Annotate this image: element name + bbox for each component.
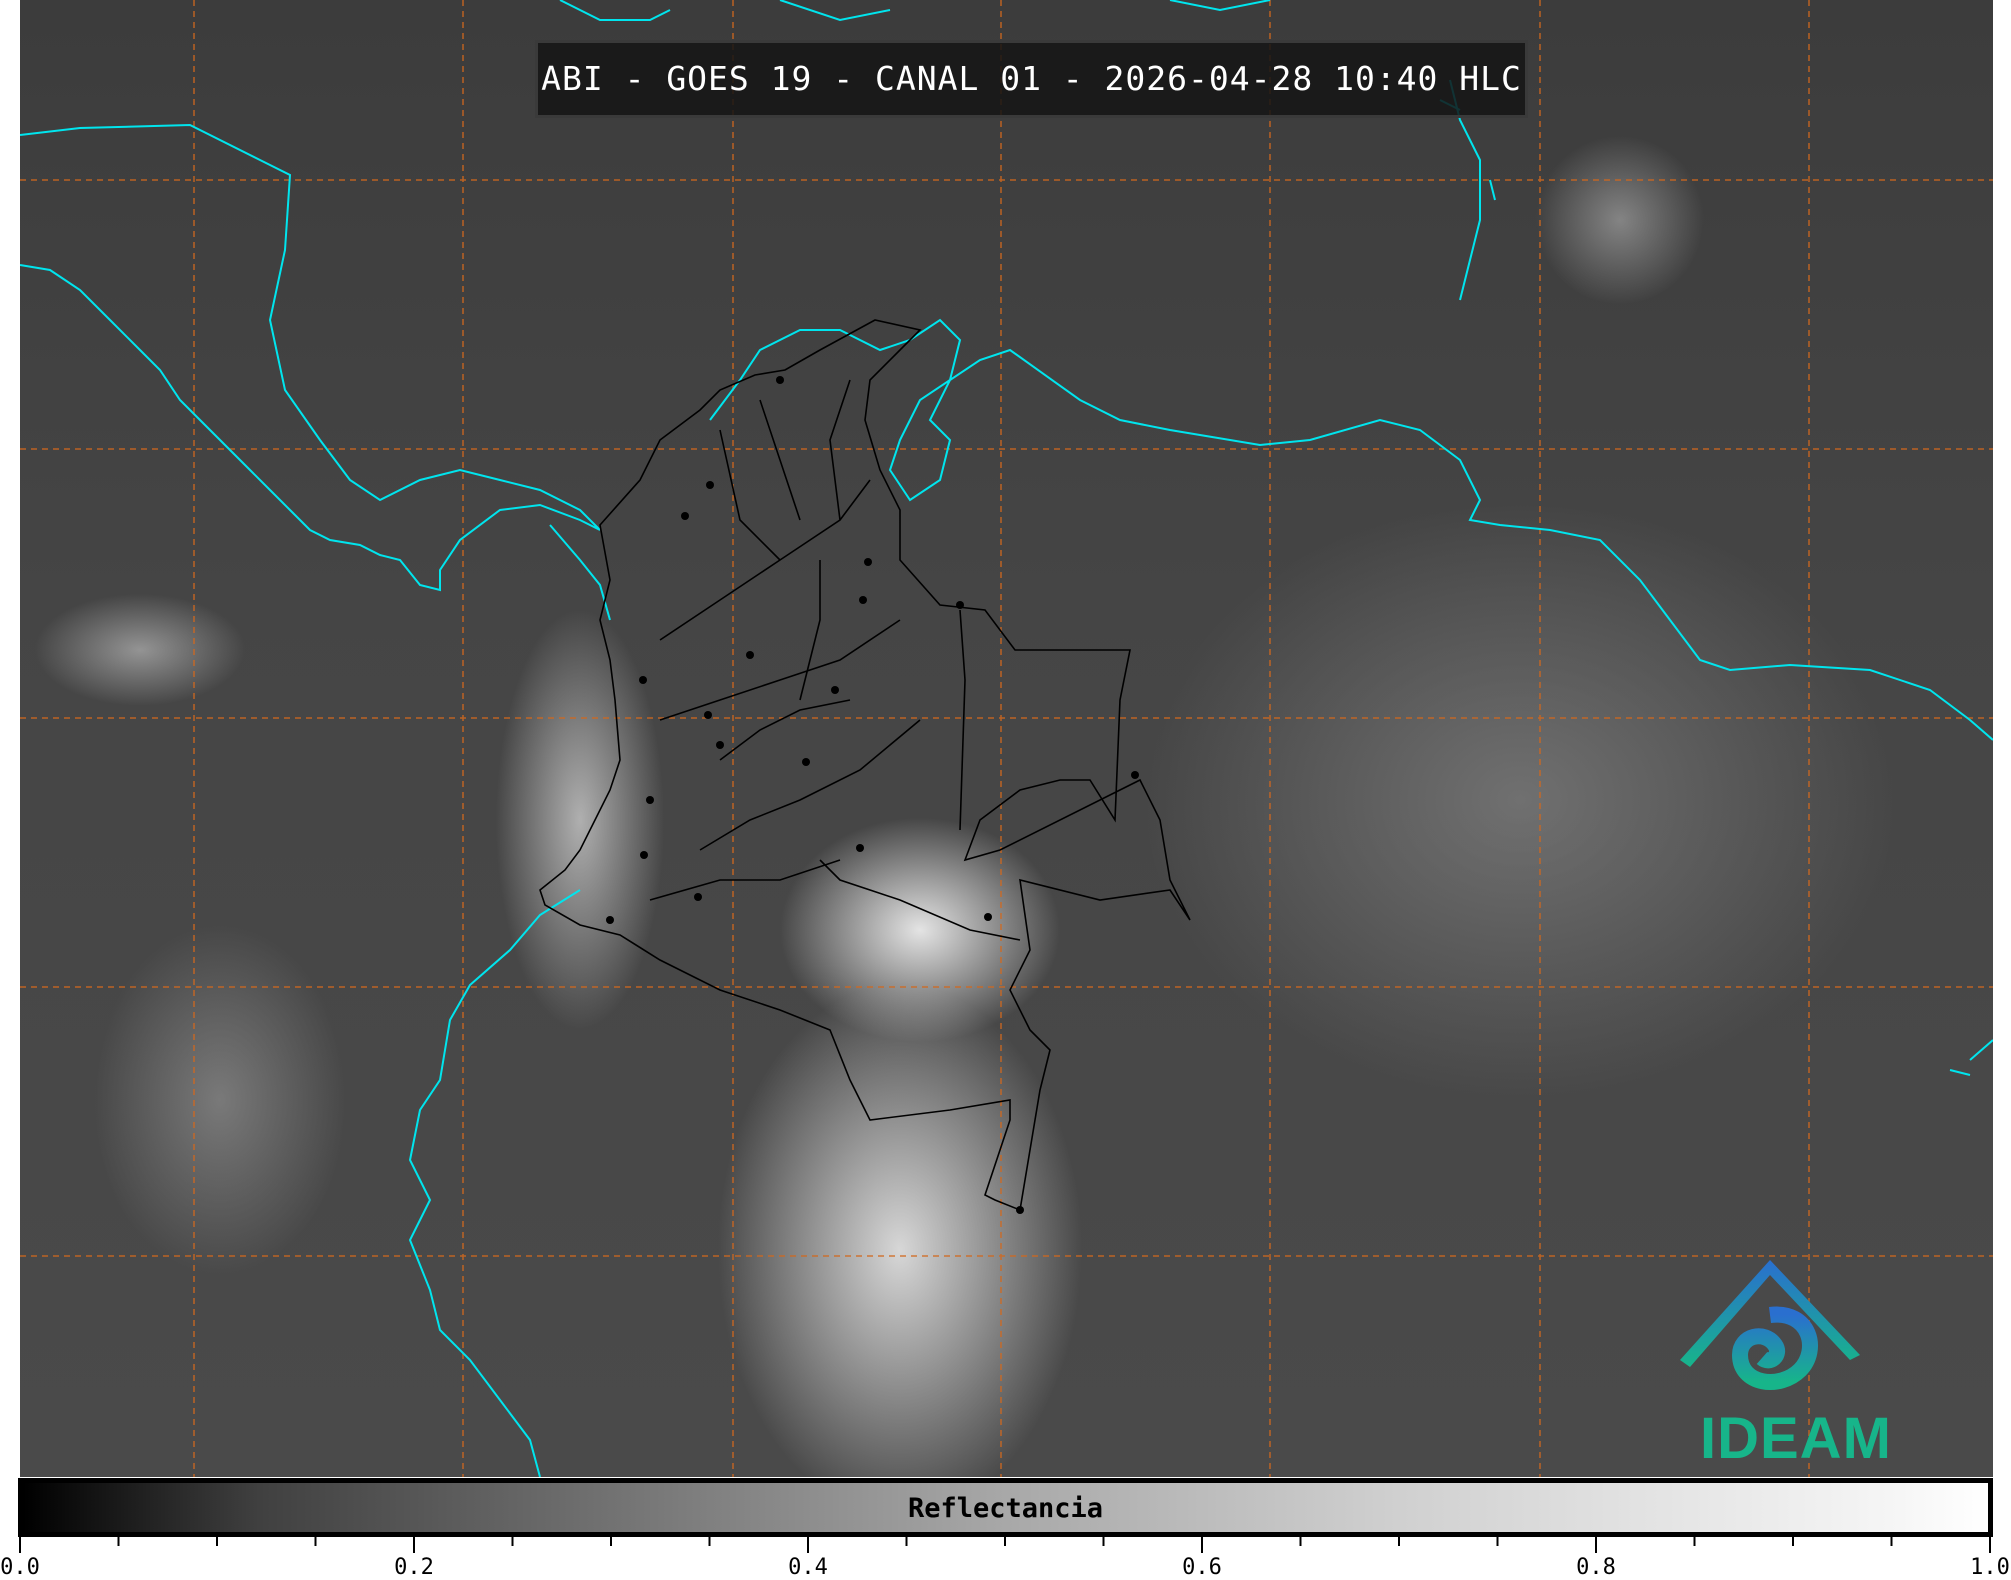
image-title: ABI - GOES 19 - CANAL 01 - 2026-04-28 10… <box>535 40 1528 118</box>
colorbar-ticks <box>19 1537 1991 1553</box>
colorbar-tick-label: 0.4 <box>788 1555 828 1580</box>
colorbar-tick-label: 0.6 <box>1182 1555 1222 1580</box>
colorbar: Reflectancia <box>18 1478 1993 1537</box>
colorbar-label: Reflectancia <box>907 1493 1104 1524</box>
colorbar-tick-label: 0.0 <box>0 1555 40 1580</box>
city-markers <box>606 376 1139 1214</box>
colorbar-tick-label: 1.0 <box>1970 1555 2010 1580</box>
colorbar-tick-label: 0.2 <box>394 1555 434 1580</box>
logo-text: IDEAM <box>1700 1406 1892 1471</box>
colorbar-tick-label: 0.8 <box>1576 1555 1616 1580</box>
satellite-image: IDEAM <box>20 0 1993 1477</box>
ideam-logo: IDEAM <box>1670 1255 1920 1475</box>
gridlines <box>20 0 1993 1477</box>
colombia-borders <box>539 319 1191 1212</box>
ideam-emblem-icon <box>1680 1260 1860 1390</box>
